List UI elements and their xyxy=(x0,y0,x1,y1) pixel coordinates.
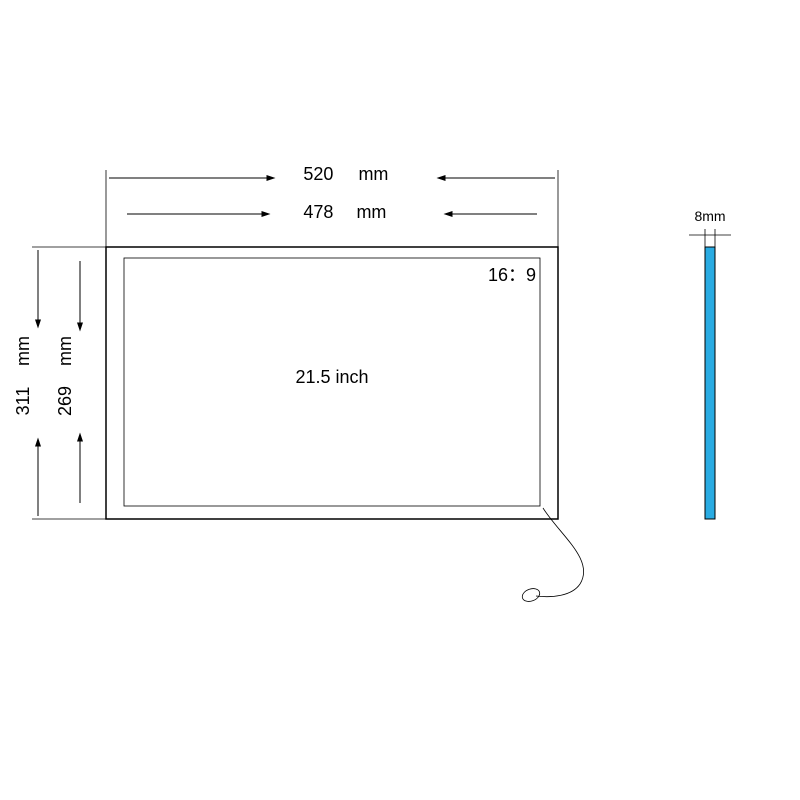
inner-width-value: 478 xyxy=(303,202,333,222)
inner-height-value: 269 xyxy=(55,386,75,416)
outer-height-value: 311 xyxy=(13,387,33,416)
diagonal-size-label: 21.5 inch xyxy=(295,367,368,387)
thickness-value: 8mm xyxy=(694,208,725,224)
side-view-bar xyxy=(705,247,715,519)
inner-height-unit: mm xyxy=(55,336,75,366)
outer-height-unit: mm xyxy=(13,336,33,366)
outer-width-value: 520 xyxy=(303,164,333,184)
aspect-ratio-label: 16：9 xyxy=(488,265,536,285)
cable-connector xyxy=(520,586,541,603)
dimension-diagram: 16：9 21.5 inch 520 mm 478 mm 311 mm 269 … xyxy=(0,0,800,800)
outer-width-unit: mm xyxy=(358,164,388,184)
cable xyxy=(536,508,584,597)
inner-width-unit: mm xyxy=(356,202,386,222)
